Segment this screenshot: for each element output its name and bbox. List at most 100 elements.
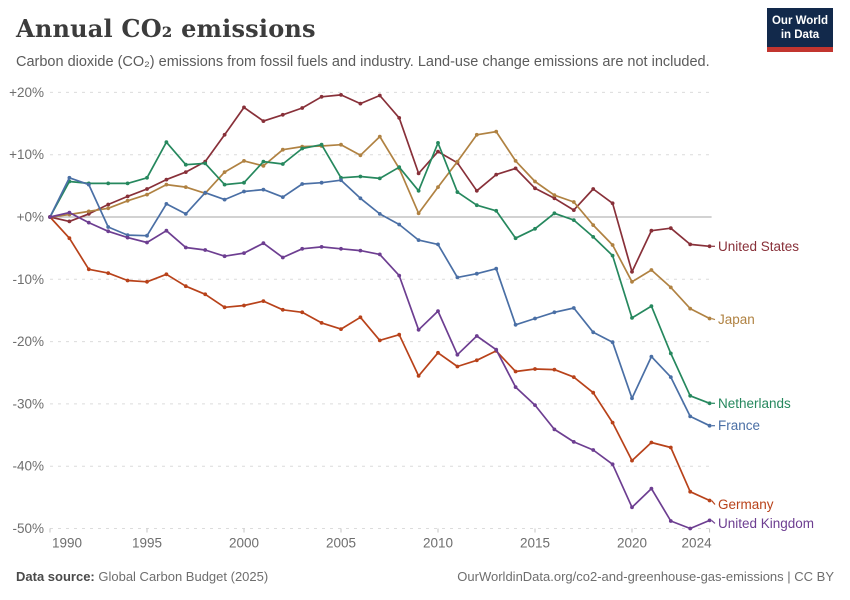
owid-logo[interactable]: Our World in Data: [767, 8, 833, 52]
series-line-germany[interactable]: [49, 216, 710, 502]
series-point: [300, 182, 305, 186]
series-point: [668, 226, 673, 231]
series-point: [242, 189, 246, 194]
series-line-united-states[interactable]: [49, 94, 710, 273]
series-point: [649, 268, 654, 272]
series-point: [455, 364, 460, 369]
series-point: [125, 181, 130, 186]
series-point: [261, 119, 266, 123]
series-point: [707, 244, 712, 249]
citation-link[interactable]: OurWorldinData.org/co2-and-greenhouse-ga…: [457, 569, 834, 584]
series-label-france[interactable]: France: [718, 418, 760, 433]
series-point: [183, 245, 188, 250]
series-point: [455, 190, 460, 195]
series-point: [145, 175, 149, 180]
series-label-connector: [711, 317, 716, 321]
series-line-netherlands[interactable]: [49, 141, 710, 405]
series-point: [474, 271, 479, 276]
series-point: [397, 222, 402, 227]
series-point: [688, 489, 693, 494]
y-axis-tick-label: +10%: [9, 147, 44, 162]
series-label-japan[interactable]: Japan: [718, 312, 755, 327]
series-point: [610, 462, 615, 467]
series-point: [591, 390, 596, 395]
series-point: [630, 279, 634, 284]
series-point: [164, 182, 169, 187]
series-point: [416, 211, 421, 216]
series-point: [300, 146, 305, 151]
series-point: [358, 174, 363, 179]
series-point: [513, 322, 518, 327]
series-point: [242, 303, 246, 308]
series-label-united-states[interactable]: United States: [718, 239, 799, 254]
series-point: [416, 188, 421, 193]
series-point: [610, 201, 615, 206]
series-point: [339, 327, 343, 331]
series-line-united-kingdom[interactable]: [49, 211, 710, 530]
series-point: [67, 210, 72, 215]
series-point: [86, 209, 91, 214]
series-point: [222, 197, 227, 202]
logo-red-bar: [767, 46, 833, 52]
series-point: [688, 242, 693, 247]
series-point: [319, 321, 324, 325]
series-point: [630, 396, 634, 401]
series-point: [474, 132, 479, 137]
series-point: [339, 178, 343, 183]
series-point: [280, 255, 285, 260]
series-point: [668, 351, 673, 356]
series-point: [377, 134, 382, 139]
x-axis-tick-label: 2015: [520, 536, 550, 551]
series-label-connector: [711, 500, 716, 505]
series-point: [164, 202, 169, 206]
y-axis-tick-label: -50%: [12, 521, 44, 536]
chart-footer: Data source: Global Carbon Budget (2025)…: [16, 569, 834, 584]
series-point: [513, 369, 518, 374]
series-point: [377, 212, 382, 216]
series-point: [280, 162, 285, 166]
series-point: [416, 327, 421, 332]
series-point: [203, 292, 208, 297]
series-point: [183, 170, 188, 175]
series-point: [106, 225, 111, 229]
series-point: [552, 193, 557, 198]
series-point: [106, 206, 111, 211]
series-label-netherlands[interactable]: Netherlands: [718, 396, 791, 411]
series-point: [513, 159, 518, 163]
series-point: [455, 275, 460, 280]
series-line-japan[interactable]: [49, 130, 710, 320]
series-label-germany[interactable]: Germany: [718, 497, 774, 512]
chart-subtitle: Carbon dioxide (CO₂) emissions from foss…: [16, 54, 710, 70]
series-point: [397, 165, 402, 170]
series-point: [183, 162, 188, 167]
series-point: [688, 393, 693, 398]
series-point: [416, 171, 421, 176]
series-point: [649, 304, 654, 308]
series-label-united-kingdom[interactable]: United Kingdom: [718, 516, 814, 531]
x-axis-tick-label: 1995: [132, 536, 162, 551]
series-point: [436, 309, 440, 313]
series-point: [339, 246, 343, 251]
series-point: [630, 505, 634, 510]
series-point: [688, 526, 693, 531]
series-point: [552, 310, 557, 315]
series-point: [106, 229, 111, 234]
series-point: [300, 106, 305, 110]
series-point: [436, 242, 440, 247]
y-axis-tick-label: +20%: [9, 85, 44, 100]
series-point: [106, 181, 111, 186]
series-point: [164, 228, 169, 233]
data-source-label: Data source:: [16, 569, 95, 584]
series-point: [649, 354, 654, 359]
series-point: [377, 338, 382, 343]
series-point: [358, 196, 363, 201]
series-point: [48, 215, 52, 219]
series-point: [358, 315, 363, 320]
series-point: [261, 159, 266, 164]
series-point: [222, 182, 227, 187]
series-point: [474, 358, 479, 363]
series-point: [280, 112, 285, 117]
series-point: [513, 385, 518, 389]
series-point: [649, 486, 654, 491]
